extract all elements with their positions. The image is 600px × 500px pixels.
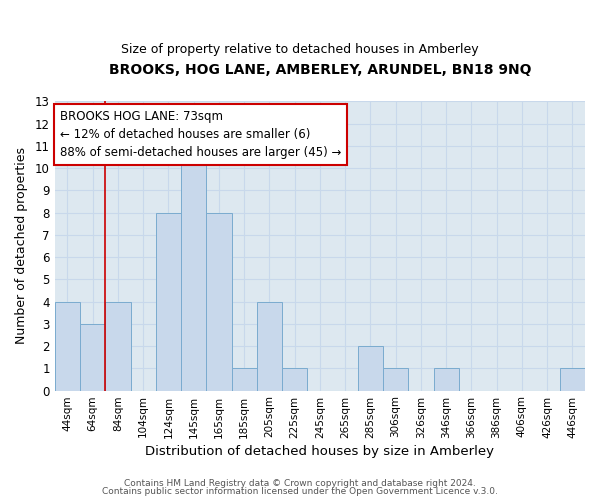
Bar: [257, 302, 282, 390]
Bar: [206, 212, 232, 390]
Bar: [156, 212, 181, 390]
Bar: [106, 302, 131, 390]
Title: BROOKS, HOG LANE, AMBERLEY, ARUNDEL, BN18 9NQ: BROOKS, HOG LANE, AMBERLEY, ARUNDEL, BN1…: [109, 62, 531, 76]
Bar: [55, 302, 80, 390]
Bar: [383, 368, 408, 390]
Bar: [181, 146, 206, 390]
Text: BROOKS HOG LANE: 73sqm
← 12% of detached houses are smaller (6)
88% of semi-deta: BROOKS HOG LANE: 73sqm ← 12% of detached…: [60, 110, 341, 159]
X-axis label: Distribution of detached houses by size in Amberley: Distribution of detached houses by size …: [145, 444, 494, 458]
Text: Contains public sector information licensed under the Open Government Licence v.: Contains public sector information licen…: [102, 487, 498, 496]
Text: Size of property relative to detached houses in Amberley: Size of property relative to detached ho…: [121, 42, 479, 56]
Bar: [434, 368, 459, 390]
Bar: [232, 368, 257, 390]
Bar: [560, 368, 585, 390]
Text: Contains HM Land Registry data © Crown copyright and database right 2024.: Contains HM Land Registry data © Crown c…: [124, 478, 476, 488]
Bar: [80, 324, 106, 390]
Bar: [282, 368, 307, 390]
Y-axis label: Number of detached properties: Number of detached properties: [15, 148, 28, 344]
Bar: [358, 346, 383, 391]
